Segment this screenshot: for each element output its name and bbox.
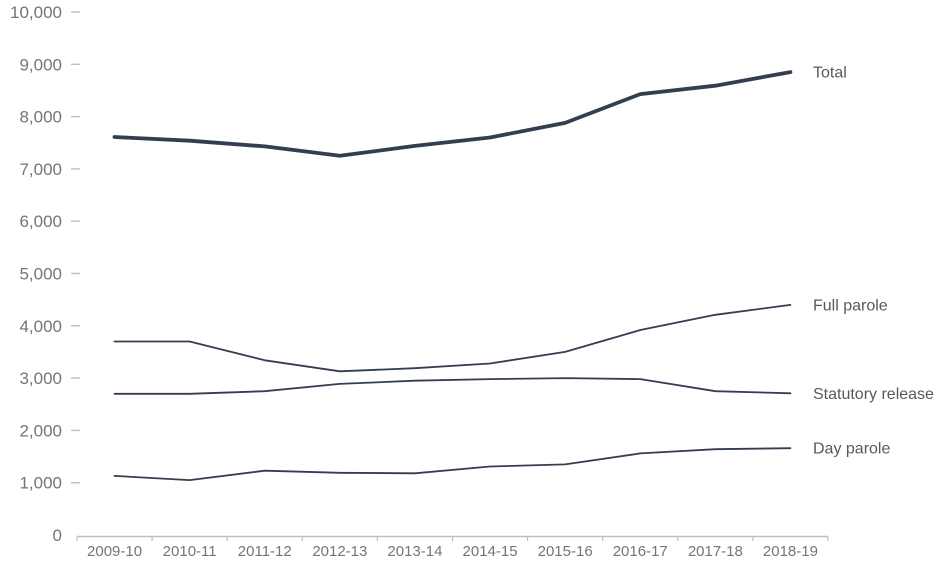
- y-axis-tick-label: 0: [53, 526, 62, 545]
- series-line-total: [112, 70, 793, 158]
- y-axis-tick-label: 4,000: [19, 317, 62, 336]
- x-axis-tick-label: 2013-14: [387, 543, 442, 560]
- y-axis-tick-label: 3,000: [19, 369, 62, 388]
- y-axis-tick-label: 9,000: [19, 55, 62, 74]
- y-axis-tick-label: 5,000: [19, 265, 62, 284]
- y-axis-tick-label: 1,000: [19, 474, 62, 493]
- x-axis-tick-label: 2014-15: [463, 543, 518, 560]
- x-axis-tick-label: 2010-11: [163, 543, 217, 560]
- series-line-day-parole: [113, 447, 792, 482]
- series-label-total: Total: [813, 65, 847, 82]
- x-axis-tick-label: 2015-16: [538, 543, 593, 560]
- y-axis-tick-label: 10,000: [10, 3, 62, 22]
- y-axis-tick-label: 7,000: [19, 160, 62, 179]
- x-axis-tick-label: 2011-12: [238, 543, 292, 560]
- y-axis-tick-label: 2,000: [19, 421, 62, 440]
- x-axis-tick-label: 2017-18: [688, 543, 743, 560]
- y-axis-tick-label: 6,000: [19, 212, 62, 231]
- series-label-statutory-release: Statutory release: [813, 386, 934, 403]
- series-line-full-parole: [113, 303, 792, 373]
- y-axis-tick-label: 8,000: [19, 108, 62, 127]
- series-label-day-parole: Day parole: [813, 441, 890, 458]
- x-axis-tick-label: 2016-17: [613, 543, 668, 560]
- series-line-statutory-release: [113, 377, 792, 395]
- x-axis-tick-label: 2012-13: [312, 543, 367, 560]
- series-label-full-parole: Full parole: [813, 297, 888, 314]
- x-axis-tick-label: 2009-10: [87, 543, 142, 560]
- x-axis-tick-label: 2018-19: [763, 543, 818, 560]
